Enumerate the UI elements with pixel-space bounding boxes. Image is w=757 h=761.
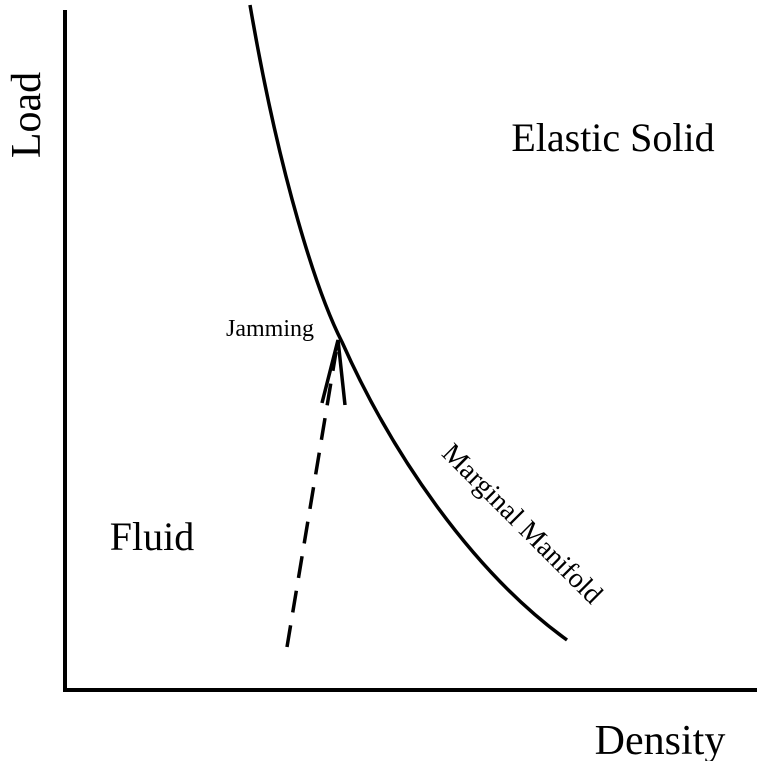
jamming-path (285, 351, 338, 648)
arrowhead (320, 339, 347, 406)
annotation: Jamming (226, 316, 314, 342)
region-label: Elastic Solid (511, 115, 714, 160)
region-label: Fluid (110, 514, 194, 559)
annotation: Marginal Manifold (436, 438, 609, 611)
x-axis-label: Density (595, 718, 726, 761)
marginal-manifold-curve (248, 4, 569, 642)
y-axis-label: Load (4, 72, 50, 158)
